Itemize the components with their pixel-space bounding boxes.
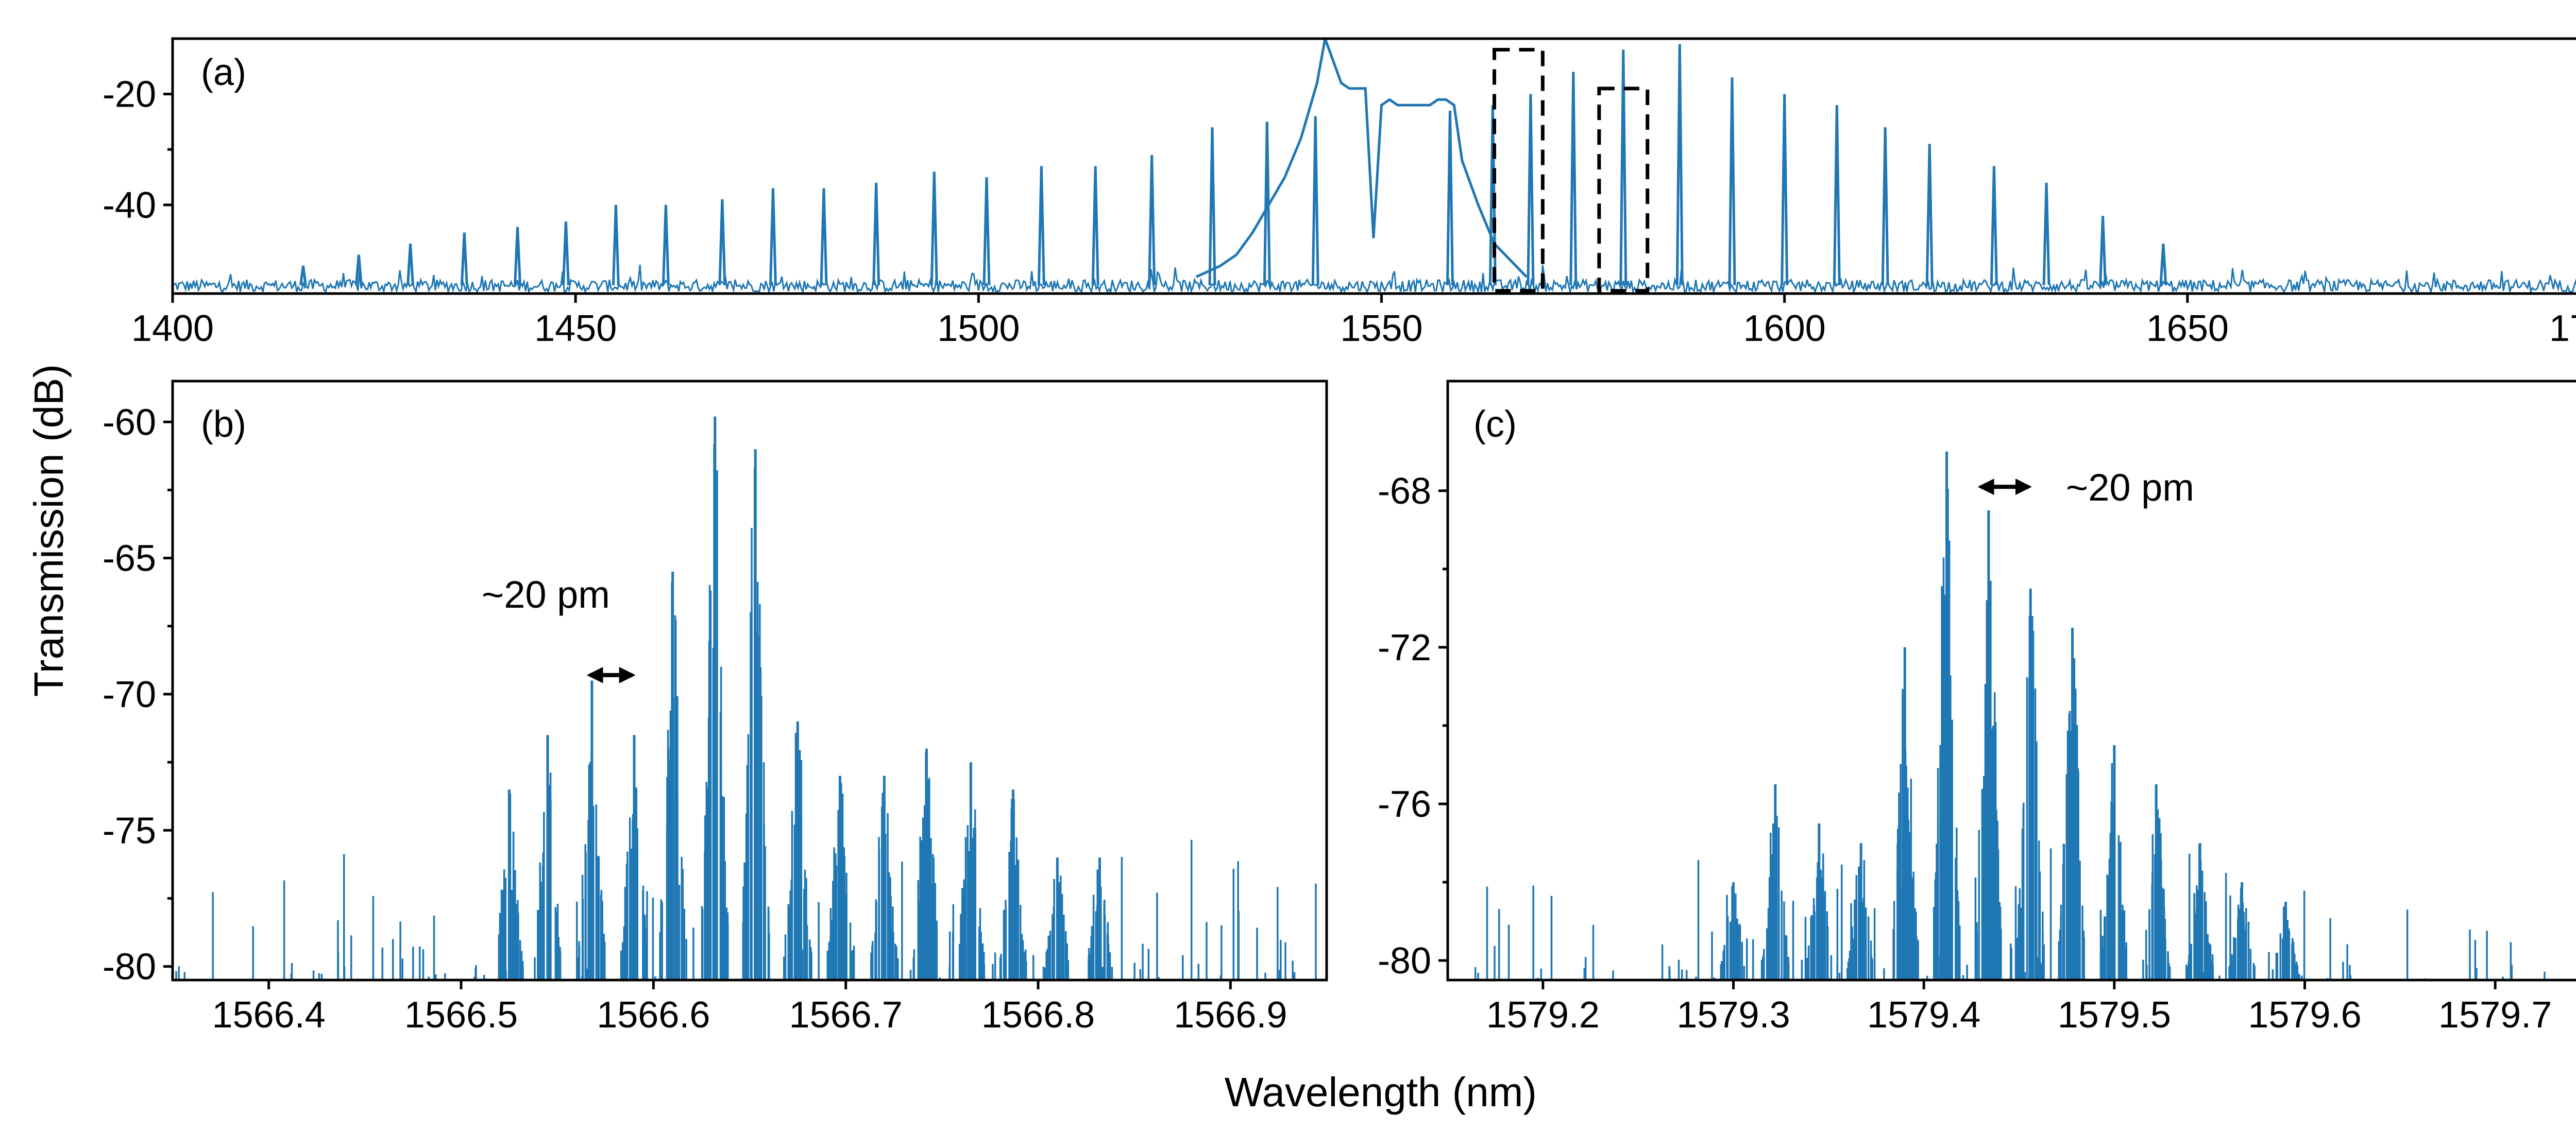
panel-c-spectrum <box>1474 451 2546 980</box>
panel-a-x-tick-label: 1700 <box>2549 308 2576 349</box>
panel-c-frame <box>1446 380 2576 982</box>
panel-a-y-tick-label: -40 <box>103 185 156 226</box>
panel-a-comb-line <box>406 243 414 286</box>
panel-a-comb-line <box>1037 166 1045 285</box>
panel-b-spectrum <box>175 416 1327 980</box>
panel-b-label: (b) <box>201 404 246 445</box>
panel-a-comb-line <box>872 182 880 285</box>
panel-a-x-tick-label: 1550 <box>1340 308 1422 349</box>
panel-b-x-tick-label: 1566.7 <box>789 994 903 1036</box>
panel-a-ticks: 1400 1450 1500 1550 1600 1650 1700 -20 -40 <box>103 74 2576 349</box>
panel-c-annotation: ~20 pm <box>2066 466 2194 509</box>
panel-a-x-tick-label: 1400 <box>131 308 214 349</box>
panel-a-comb-line <box>1446 110 1454 285</box>
panel-a-highlight-boxes <box>1493 48 1650 293</box>
panel-c-x-tick-label: 1579.3 <box>1676 994 1790 1036</box>
panel-a-comb-line <box>514 227 522 285</box>
panel-a-comb-line <box>562 221 570 285</box>
panel-b: 1566.4 1566.5 1566.6 1566.7 1566.8 1566.9 -60 -… <box>103 380 1328 1036</box>
panel-c-spectrum-lines <box>1474 489 2546 980</box>
panel-a-comb-line <box>1311 116 1319 285</box>
panel-a-x-tick-label: 1450 <box>534 308 617 349</box>
panel-c: 1579.2 1579.3 1579.4 1579.5 1579.6 1579.7 -68 -… <box>1378 380 2576 1036</box>
panel-c-x-tick-label: 1579.4 <box>1867 994 1980 1036</box>
panel-a-comb-line <box>1781 94 1789 285</box>
panel-c-y-tick-label: -80 <box>1378 940 1431 982</box>
panel-a-comb-line <box>1091 166 1099 285</box>
panel-a-comb-line <box>1881 127 1889 285</box>
panel-b-x-tick-label: 1566.5 <box>404 994 518 1036</box>
panel-b-x-tick-label: 1566.4 <box>212 994 326 1036</box>
panel-a-comb-line <box>460 232 468 285</box>
panel-b-spectrum-lines <box>175 444 1327 980</box>
panel-b-frame <box>171 380 1328 982</box>
panel-b-y-tick-label: -60 <box>103 402 156 443</box>
panel-a-x-tick-label: 1500 <box>937 308 1020 349</box>
panel-a-comb-line <box>1728 77 1736 285</box>
panel-a-noise-floor <box>173 264 2576 294</box>
panel-c-y-tick-label: -76 <box>1378 784 1431 825</box>
panel-a-frame <box>171 37 2576 295</box>
panel-b-y-tick-label: -70 <box>103 674 156 715</box>
panel-a-spectrum <box>173 39 2576 294</box>
panel-a-comb-line <box>1833 105 1841 285</box>
panel-c-label: (c) <box>1473 404 1517 445</box>
panel-a-comb-line <box>354 254 363 286</box>
panel-c-x-tick-label: 1579.5 <box>2058 994 2171 1036</box>
panel-a-comb-line <box>1925 144 1934 285</box>
panel-a-comb-line <box>299 265 307 286</box>
y-axis-label: Transmission (dB) <box>26 364 72 697</box>
panel-a-zoom-box <box>1493 48 1545 293</box>
panel-b-x-tick-label: 1566.6 <box>597 994 710 1036</box>
panel-a-x-tick-label: 1650 <box>2146 308 2229 349</box>
panel-a-comb-line <box>1990 166 1998 285</box>
panel-b-y-tick-label: -75 <box>103 810 156 851</box>
panel-a-comb-line <box>769 188 777 285</box>
x-axis-label: Wavelength (nm) <box>1225 1069 1537 1115</box>
panel-c-x-tick-label: 1579.7 <box>2438 994 2552 1036</box>
panel-a-comb-line <box>1263 122 1271 285</box>
panel-a-comb-line <box>1208 127 1216 285</box>
panel-b-y-tick-label: -65 <box>103 538 156 579</box>
panel-c-y-tick-label: -68 <box>1378 471 1431 512</box>
panel-b-y-tick-label: -80 <box>103 947 156 988</box>
panel-a-comb-line <box>662 204 670 285</box>
panel-a-comb-line <box>1527 94 1535 285</box>
panel-a-zoom-box <box>1597 87 1650 293</box>
panel-a-comb-line <box>2099 216 2107 285</box>
panel-c-x-tick-label: 1579.2 <box>1486 994 1600 1036</box>
panel-a-comb-line <box>1619 49 1628 285</box>
panel-b-x-tick-label: 1566.8 <box>981 994 1095 1036</box>
panel-a-comb-line <box>1675 44 1684 285</box>
panel-c-ticks: 1579.2 1579.3 1579.4 1579.5 1579.6 1579.7 -68 -… <box>1378 471 2552 1036</box>
panel-a-y-tick-label: -20 <box>103 74 156 115</box>
panel-b-annotation: ~20 pm <box>482 573 610 616</box>
panel-a-comb-line <box>982 177 991 285</box>
panel-c-y-tick-label: -72 <box>1378 627 1431 668</box>
panel-a-pump-band <box>1195 39 1528 278</box>
panel-a-comb-line <box>612 204 620 285</box>
panel-b-x-tick-label: 1566.9 <box>1174 994 1287 1036</box>
panel-a-label: (a) <box>201 52 246 93</box>
panel-a-comb-line <box>718 199 726 285</box>
panel-a-comb-line <box>2159 243 2167 286</box>
panel-a-comb-line <box>2042 182 2050 285</box>
panel-b-ticks: 1566.4 1566.5 1566.6 1566.7 1566.8 1566.9 -60 -… <box>103 402 1287 1036</box>
panel-a-comb-line <box>820 188 828 285</box>
panel-a-comb-line <box>1569 72 1578 285</box>
panel-a-x-tick-label: 1600 <box>1743 308 1826 349</box>
panel-a: 1400 1450 1500 1550 1600 1650 1700 -20 -40 (a) <box>103 37 2576 349</box>
panel-a-comb-line <box>1148 154 1156 285</box>
panel-a-comb-line <box>930 171 938 285</box>
panel-c-x-tick-label: 1579.6 <box>2248 994 2361 1036</box>
